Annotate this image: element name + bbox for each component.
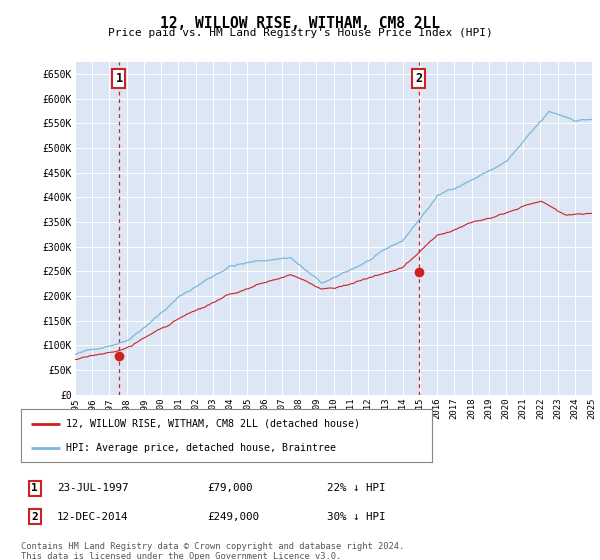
Text: 30% ↓ HPI: 30% ↓ HPI [327,512,386,522]
Text: 2: 2 [415,72,422,85]
Text: HPI: Average price, detached house, Braintree: HPI: Average price, detached house, Brai… [66,443,336,453]
Text: 2: 2 [31,512,38,522]
Text: 22% ↓ HPI: 22% ↓ HPI [327,483,386,493]
Text: Contains HM Land Registry data © Crown copyright and database right 2024.
This d: Contains HM Land Registry data © Crown c… [21,542,404,560]
Text: 1: 1 [115,72,122,85]
Text: £249,000: £249,000 [207,512,259,522]
Text: 12, WILLOW RISE, WITHAM, CM8 2LL (detached house): 12, WILLOW RISE, WITHAM, CM8 2LL (detach… [66,419,360,429]
Text: 23-JUL-1997: 23-JUL-1997 [57,483,128,493]
Text: 12-DEC-2014: 12-DEC-2014 [57,512,128,522]
Text: 1: 1 [31,483,38,493]
Text: £79,000: £79,000 [207,483,253,493]
Text: 12, WILLOW RISE, WITHAM, CM8 2LL: 12, WILLOW RISE, WITHAM, CM8 2LL [160,16,440,31]
Text: Price paid vs. HM Land Registry's House Price Index (HPI): Price paid vs. HM Land Registry's House … [107,28,493,38]
